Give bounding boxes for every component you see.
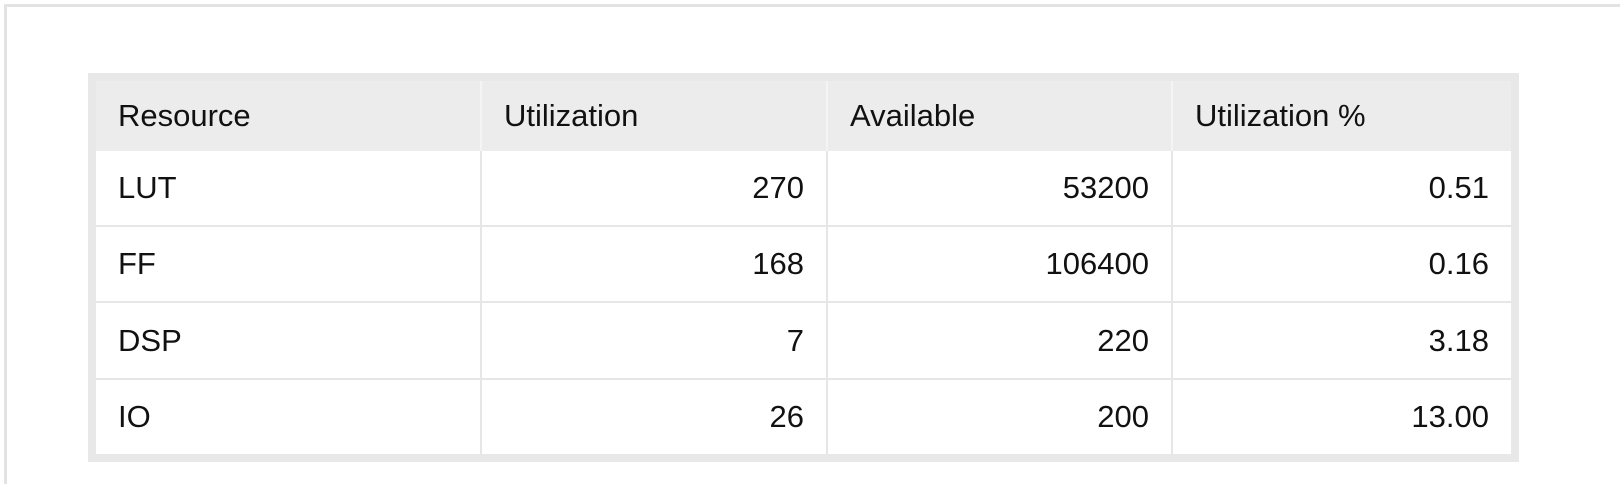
cell-utilization-percent: 0.51 <box>1172 151 1511 228</box>
cell-available: 53200 <box>827 151 1173 228</box>
header-utilization-percent[interactable]: Utilization % <box>1172 81 1511 151</box>
cell-utilization: 168 <box>481 226 828 304</box>
cell-resource: IO <box>96 378 482 454</box>
header-available[interactable]: Available <box>827 81 1173 151</box>
cell-available: 200 <box>827 378 1173 454</box>
cell-resource: FF <box>96 226 482 304</box>
table-row: IO 26 200 13.00 <box>96 378 1511 454</box>
cell-utilization-percent: 0.16 <box>1172 226 1511 304</box>
table-header-row: Resource Utilization Available Utilizati… <box>96 81 1511 151</box>
cell-utilization: 26 <box>481 378 828 454</box>
utilization-table: Resource Utilization Available Utilizati… <box>96 81 1511 454</box>
table-row: DSP 7 220 3.18 <box>96 302 1511 380</box>
cell-utilization: 270 <box>481 151 828 228</box>
table-row: LUT 270 53200 0.51 <box>96 151 1511 228</box>
cell-resource: LUT <box>96 151 482 228</box>
header-utilization[interactable]: Utilization <box>481 81 828 151</box>
utilization-table-frame: Resource Utilization Available Utilizati… <box>88 73 1519 462</box>
cell-utilization-percent: 13.00 <box>1411 398 1489 434</box>
cell-utilization: 7 <box>481 302 828 380</box>
report-panel: Resource Utilization Available Utilizati… <box>4 4 1620 484</box>
cell-available: 220 <box>827 302 1173 380</box>
cell-utilization-percent: 3.18 <box>1172 302 1511 380</box>
cell-resource: DSP <box>96 302 482 380</box>
header-resource[interactable]: Resource <box>96 81 482 151</box>
table-row: FF 168 106400 0.16 <box>96 226 1511 304</box>
cell-available: 106400 <box>827 226 1173 304</box>
